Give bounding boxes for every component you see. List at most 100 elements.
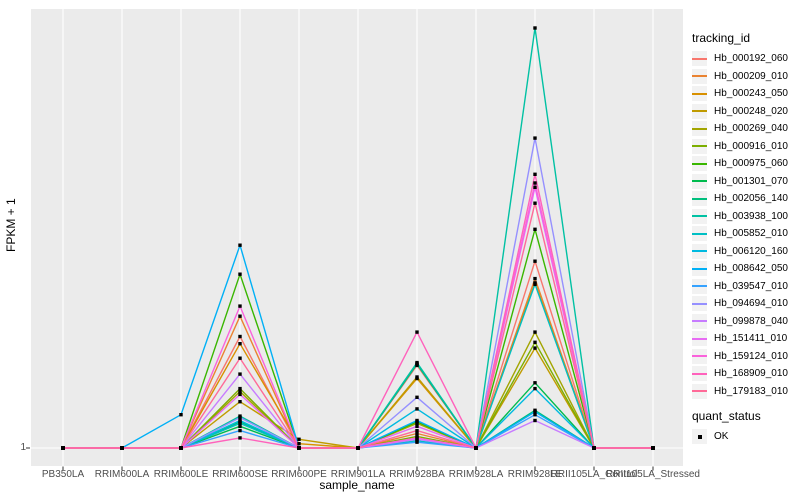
- data-point: [238, 342, 242, 346]
- x-axis-title: sample_name: [319, 478, 395, 492]
- legend-item-label: Hb_179183_010: [714, 385, 788, 397]
- legend-key-line: [692, 162, 707, 165]
- legend-item: Hb_168909_010: [692, 365, 798, 383]
- legend-key-swatch: [692, 313, 707, 329]
- data-point: [238, 424, 242, 428]
- legend-key-swatch: [692, 331, 707, 347]
- data-point: [533, 346, 537, 350]
- legend-item-label: OK: [714, 431, 729, 443]
- data-point: [415, 360, 419, 365]
- x-tick-label: RRIM901LA: [330, 469, 386, 480]
- legend-item-label: Hb_005852_010: [714, 228, 788, 240]
- data-point: [238, 243, 242, 247]
- data-point: [474, 446, 478, 450]
- legend-key-swatch: [692, 138, 707, 154]
- data-point: [238, 356, 242, 360]
- legend-item-label: Hb_003938_100: [714, 210, 788, 222]
- data-point: [415, 436, 419, 440]
- data-point: [238, 386, 242, 391]
- legend-key-line: [692, 110, 707, 113]
- data-point: [533, 227, 537, 231]
- data-point: [533, 418, 537, 423]
- x-tick-label: RRIM928BA: [389, 469, 445, 480]
- legend-item: Hb_000975_060: [692, 155, 798, 173]
- data-point: [415, 418, 419, 423]
- legend-key-line: [692, 92, 707, 95]
- legend-item-label: Hb_000269_040: [714, 123, 788, 135]
- legend-item: Hb_003938_100: [692, 208, 798, 226]
- legend-item: Hb_151411_010: [692, 330, 798, 348]
- data-point: [415, 440, 419, 444]
- data-point: [533, 340, 537, 344]
- x-tick-label: RRIM928LA: [448, 469, 504, 480]
- data-point: [415, 424, 419, 428]
- data-point: [533, 26, 537, 30]
- data-point: [415, 395, 419, 399]
- legend-key-swatch: [692, 383, 707, 399]
- legend-item-label: Hb_000243_050: [714, 88, 788, 100]
- legend: tracking_id Hb_000192_060 Hb_000209_010 Hb…: [692, 31, 798, 446]
- legend-key-line: [692, 320, 707, 323]
- data-point: [356, 446, 360, 450]
- data-point: [238, 421, 242, 426]
- data-point: [238, 400, 242, 404]
- legend-key-swatch: [692, 68, 707, 84]
- plot-panel: [31, 9, 683, 466]
- legend-title-quant-status: quant_status: [692, 409, 761, 423]
- x-tick-label: RRIM600LE: [153, 469, 209, 480]
- data-point: [592, 446, 596, 450]
- data-point: [238, 418, 242, 423]
- data-point: [238, 372, 242, 376]
- legend-quant-list: OK: [692, 428, 798, 446]
- legend-key-line: [692, 250, 707, 253]
- data-point: [297, 437, 301, 441]
- legend-key-line: [692, 57, 707, 60]
- legend-key-line: [692, 127, 707, 130]
- legend-point-icon: [697, 434, 702, 439]
- data-point: [533, 172, 537, 176]
- legend-item: Hb_008642_050: [692, 260, 798, 278]
- legend-item-label: Hb_000209_010: [714, 70, 788, 82]
- legend-key-line: [692, 285, 707, 288]
- data-point: [415, 428, 419, 433]
- legend-key-swatch: [692, 226, 707, 242]
- legend-key-swatch: [692, 51, 707, 67]
- data-point: [533, 201, 537, 205]
- legend-key-swatch: [692, 191, 707, 207]
- legend-item-label: Hb_008642_050: [714, 263, 788, 275]
- y-tick-label: 1: [20, 442, 26, 453]
- data-point: [533, 413, 537, 417]
- legend-key-swatch: [692, 243, 707, 259]
- legend-key-swatch: [692, 121, 707, 137]
- data-point: [533, 410, 537, 414]
- y-axis-title: FPKM + 1: [4, 198, 18, 252]
- legend-key-point: [692, 429, 707, 445]
- legend-item: Hb_005852_010: [692, 225, 798, 243]
- legend-item: Hb_159124_010: [692, 348, 798, 366]
- data-point: [415, 330, 419, 334]
- legend-item: Hb_099878_040: [692, 313, 798, 331]
- legend-key-swatch: [692, 86, 707, 102]
- legend-item: Hb_000209_010: [692, 68, 798, 86]
- data-point: [533, 381, 537, 385]
- data-point: [533, 259, 537, 263]
- legend-item-label: Hb_094694_010: [714, 298, 788, 310]
- data-point: [533, 136, 537, 140]
- legend-key-swatch: [692, 366, 707, 382]
- x-tick-label: RRIM600PE: [271, 469, 327, 480]
- legend-item: Hb_000248_020: [692, 103, 798, 121]
- legend-item-label: Hb_000192_060: [714, 53, 788, 65]
- legend-item-label: Hb_002056_140: [714, 193, 788, 205]
- x-tick-label: RRII105LA_Control: [550, 469, 638, 480]
- data-point: [238, 415, 242, 420]
- legend-item: Hb_000916_010: [692, 138, 798, 156]
- legend-key-swatch: [692, 296, 707, 312]
- x-tick-label: RRII105LA_Stressed: [606, 469, 700, 480]
- data-point: [415, 375, 419, 379]
- legend-item-label: Hb_159124_010: [714, 350, 788, 362]
- x-tick-label: RRIM600SE: [212, 469, 268, 480]
- legend-item: Hb_002056_140: [692, 190, 798, 208]
- legend-key-swatch: [692, 278, 707, 294]
- x-tick-label: PB350LA: [41, 469, 85, 480]
